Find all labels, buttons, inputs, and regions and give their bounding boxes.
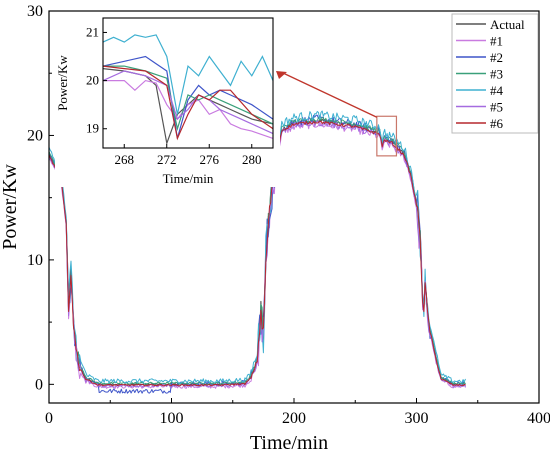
inset-series-line-n5 [102, 70, 274, 135]
inset-frame [102, 17, 274, 149]
zoom-arrow-head [276, 71, 287, 79]
inset-y-tick-label: 20 [86, 73, 99, 88]
inset-series-line-n2 [102, 55, 274, 139]
legend-label: #6 [490, 116, 504, 131]
x-tick-label: 300 [405, 410, 429, 427]
inset-x-tick-label: 268 [115, 152, 135, 167]
axes: 0 100 200 300 400 0 10 20 30 [27, 3, 550, 427]
inset-x-tick-label: 280 [242, 152, 262, 167]
legend-label: Actual [490, 17, 525, 32]
inset-series-line-n1 [103, 79, 274, 139]
zoom-arrow-line [282, 72, 378, 118]
legend-label: #4 [490, 83, 504, 98]
x-tick-label: 100 [160, 410, 184, 427]
y-axis-label: Power/Kw [0, 164, 21, 250]
inset-series-line-n4 [102, 34, 274, 115]
inset-x-axis-label: Time/min [163, 171, 214, 186]
y-tick-label: 20 [27, 127, 43, 144]
legend-label: #5 [490, 100, 503, 115]
inset-y-axis-label: Power/Kw [55, 55, 70, 111]
inset-x-tick-label: 272 [157, 152, 177, 167]
y-tick-label: 30 [27, 3, 43, 20]
inset-x-tick-label: 276 [200, 152, 220, 167]
inset-zoom-panel: 268 272 276 280 19 20 21 Time/min Power/Kw [55, 15, 378, 187]
x-tick-label: 200 [282, 410, 306, 427]
legend-label: #2 [490, 50, 503, 65]
zoom-highlight-box [376, 115, 398, 157]
y-tick-label: 0 [35, 376, 43, 393]
legend-label: #1 [490, 34, 503, 49]
x-tick-label: 0 [45, 410, 53, 427]
inset-series-line-actual [102, 68, 274, 146]
main-series-lines [48, 110, 466, 394]
inset-y-tick-label: 21 [86, 24, 99, 39]
legend: Actual #1#2 #3#4 #5#6 [451, 13, 539, 134]
inset-y-tick-label: 19 [86, 121, 99, 136]
x-axis-label: Time/min [250, 432, 328, 454]
inset-series-line-n6 [102, 65, 274, 141]
x-tick-label: 400 [527, 410, 550, 427]
legend-label: #3 [490, 67, 503, 82]
y-tick-label: 10 [27, 252, 43, 269]
